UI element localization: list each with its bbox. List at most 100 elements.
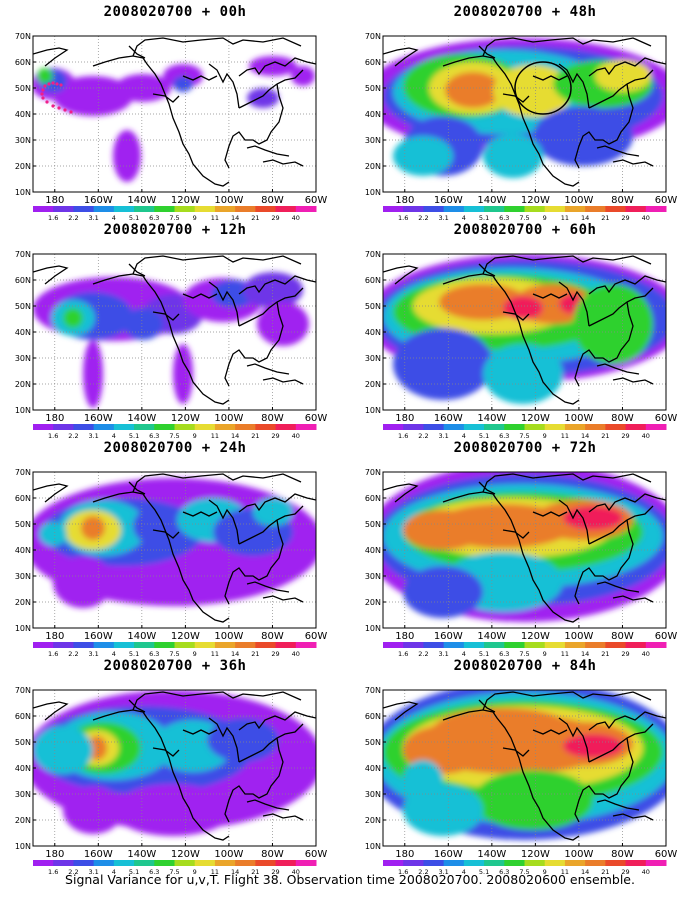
lon-tick-label: 160W (84, 195, 113, 206)
colorbar-swatch (585, 206, 606, 212)
lat-tick-label: 30N (15, 572, 31, 581)
map-panel-60h: 2008020700 + 60h 70N 60N 50N 40N 30N 20N 10N 180… (350, 222, 700, 440)
lat-tick-label: 30N (365, 136, 381, 145)
colorbar-swatch (544, 206, 566, 212)
colorbar-swatch (463, 424, 485, 430)
lat-tick-label: 20N (365, 380, 381, 389)
colorbar-label: 40 (292, 432, 300, 440)
colorbar-swatch (585, 860, 606, 866)
colorbar-label: 11 (561, 868, 569, 876)
colorbar-label: 6.3 (149, 868, 159, 876)
lon-tick-label: 80W (611, 195, 634, 206)
colorbar-swatch (605, 860, 627, 866)
colorbar-swatch (113, 206, 135, 212)
colorbar-label: 4 (112, 214, 116, 222)
colorbar-label: 1.6 (398, 432, 408, 440)
lon-tick-label: 160W (434, 631, 463, 642)
lon-tick-label: 180 (45, 195, 64, 206)
lat-tick-label: 20N (365, 162, 381, 171)
colorbar-label: 21 (601, 214, 609, 222)
variance-contours (33, 272, 309, 408)
colorbar-label: 9 (543, 868, 547, 876)
colorbar-swatch (443, 642, 465, 648)
colorbar-label: 3.1 (88, 214, 98, 222)
colorbar-label: 7.5 (519, 650, 529, 658)
colorbar-label: 9 (193, 650, 197, 658)
lat-tick-label: 50N (15, 84, 31, 93)
colorbar-label: 2.2 (68, 432, 78, 440)
colorbar-label: 21 (601, 868, 609, 876)
colorbar-swatch (33, 642, 54, 648)
lat-tick-label: 10N (15, 406, 31, 415)
colorbar-swatch (33, 860, 54, 866)
lat-tick-label: 70N (15, 468, 31, 477)
map-panel-0h: 2008020700 + 00h 70N 60N 50N 40N 30N 20N 10N 180… (0, 4, 350, 222)
colorbar-swatch (564, 424, 586, 430)
colorbar-label: 9 (543, 650, 547, 658)
colorbar-label: 3.1 (88, 650, 98, 658)
colorbar-swatch (33, 424, 54, 430)
colorbar-label: 14 (581, 214, 589, 222)
variance-map: 70N 60N 50N 40N 30N 20N 10N 180 160W 140W 120W 100W… (365, 32, 678, 222)
colorbar-swatch (423, 424, 445, 430)
lon-tick-label: 180 (395, 195, 414, 206)
colorbar-label: 6.3 (499, 650, 509, 658)
colorbar-swatch (275, 424, 297, 430)
grid-lines (33, 472, 316, 628)
lon-tick-label: 60W (655, 195, 678, 206)
colorbar-swatch (463, 642, 485, 648)
lat-tick-label: 30N (15, 790, 31, 799)
colorbar-label: 40 (292, 214, 300, 222)
lon-tick-label: 140W (477, 849, 506, 860)
lat-tick-label: 70N (365, 686, 381, 695)
colorbar-swatch (423, 860, 445, 866)
lat-tick-label: 40N (15, 110, 31, 119)
colorbar-swatch (423, 206, 445, 212)
panel-title: 2008020700 + 48h (453, 4, 597, 20)
colorbar-swatch (235, 206, 256, 212)
colorbar-swatch (194, 424, 216, 430)
colorbar-label: 7.5 (169, 432, 179, 440)
lon-tick-label: 60W (305, 631, 328, 642)
lat-tick-label: 30N (15, 136, 31, 145)
colorbar-label: 2.2 (418, 650, 428, 658)
lat-tick-label: 50N (15, 302, 31, 311)
colorbar-swatch (504, 206, 525, 212)
lat-tick-label: 10N (365, 624, 381, 633)
colorbar-label: 4 (462, 650, 466, 658)
colorbar-label: 1.6 (398, 214, 408, 222)
colorbar-swatch (625, 424, 647, 430)
colorbar-swatch (605, 206, 627, 212)
colorbar-label: 29 (271, 432, 279, 440)
map-panel-48h: 2008020700 + 48h 70N 60N 50N 40N 30N 20N 10N 180… (350, 4, 700, 222)
variance-contours (383, 38, 666, 178)
lon-tick-label: 140W (127, 631, 156, 642)
colorbar-swatch (564, 206, 586, 212)
lon-tick-label: 100W (214, 631, 243, 642)
colorbar-label: 1.6 (48, 432, 58, 440)
colorbar-swatch (154, 206, 175, 212)
colorbar-label: 14 (231, 650, 239, 658)
lat-tick-label: 20N (15, 598, 31, 607)
colorbar-label: 29 (271, 214, 279, 222)
colorbar-label: 3.1 (88, 868, 98, 876)
target-region-circle (514, 61, 572, 115)
lon-tick-label: 140W (477, 631, 506, 642)
colorbar-swatch (625, 642, 647, 648)
colorbar-label: 4 (462, 868, 466, 876)
colorbar-swatch (255, 424, 277, 430)
coastlines (383, 37, 666, 187)
colorbar-label: 6.3 (499, 432, 509, 440)
colorbar-swatch (214, 860, 236, 866)
colorbar-label: 14 (231, 214, 239, 222)
colorbar-label: 29 (621, 868, 629, 876)
lon-tick-label: 120W (171, 849, 200, 860)
colorbar-swatch (174, 424, 196, 430)
colorbar-label: 2.2 (68, 214, 78, 222)
colorbar-swatch (255, 206, 277, 212)
colorbar-label: 1.6 (398, 650, 408, 658)
map-panel-72h: 2008020700 + 72h 70N 60N 50N 40N 30N 20N 10N 180… (350, 440, 700, 658)
colorbar-swatch (134, 642, 155, 648)
lon-tick-label: 160W (434, 195, 463, 206)
colorbar-swatch (53, 642, 74, 648)
